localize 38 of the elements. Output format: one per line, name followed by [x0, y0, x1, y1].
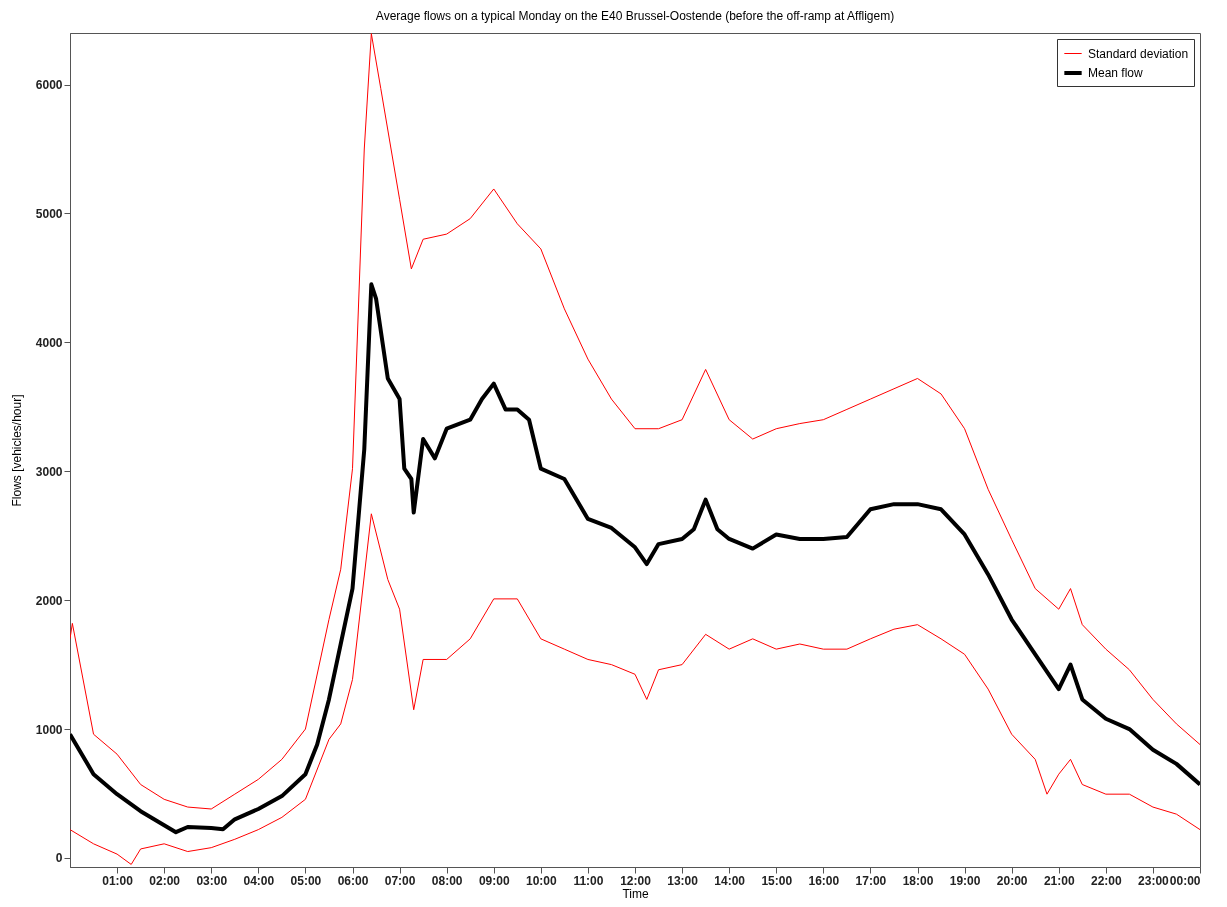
line-series — [70, 33, 1200, 810]
y-tick-label: 6000 — [35, 78, 63, 93]
x-tick-label: 14:00 — [714, 873, 746, 888]
x-tick-label: 23:00 — [1138, 873, 1170, 888]
y-axis-title: Flows [vehicles/hour] — [9, 394, 24, 507]
x-tick-label: 20:00 — [996, 873, 1028, 888]
x-tick-label: 12:00 — [620, 873, 652, 888]
x-tick-label: 01:00 — [102, 873, 134, 888]
x-tick-label: 05:00 — [290, 873, 322, 888]
legend-label: Standard deviation — [1088, 46, 1189, 61]
y-tick-label: 5000 — [35, 206, 63, 221]
y-tick-label: 3000 — [35, 464, 63, 479]
y-tick-label: 2000 — [35, 593, 63, 608]
x-tick-label: 16:00 — [808, 873, 840, 888]
chart-title: Average flows on a typical Monday on the E40 Brussel-Oostende (before the off-ramp at Affligem) — [375, 9, 895, 23]
x-tick-label: 02:00 — [149, 873, 181, 888]
x-tick-label: 17:00 — [855, 873, 887, 888]
x-axis-title: Time — [622, 886, 649, 901]
y-tick-label: 4000 — [35, 335, 63, 350]
x-tick-label: 03:00 — [196, 873, 228, 888]
legend-label: Mean flow — [1088, 66, 1144, 80]
x-tick-label: 18:00 — [902, 873, 934, 888]
x-tick-label: 22:00 — [1090, 873, 1122, 888]
x-tick-label: 11:00 — [573, 873, 604, 888]
line-series — [70, 282, 1200, 835]
x-tick-label: 09:00 — [478, 873, 510, 888]
x-tick-label: 06:00 — [337, 873, 369, 888]
y-tick-label: 1000 — [35, 722, 63, 737]
x-tick-label: 21:00 — [1043, 873, 1075, 888]
x-tick-label: 00:00 — [1169, 873, 1201, 888]
x-tick-label: 04:00 — [243, 873, 275, 888]
x-tick-label: 19:00 — [949, 873, 981, 888]
x-tick-label: 07:00 — [384, 873, 416, 888]
x-tick-label: 08:00 — [431, 873, 463, 888]
y-tick-label: 0 — [55, 851, 63, 866]
x-tick-label: 13:00 — [667, 873, 699, 888]
x-tick-label: 10:00 — [525, 873, 557, 888]
x-tick-label: 15:00 — [761, 873, 793, 888]
